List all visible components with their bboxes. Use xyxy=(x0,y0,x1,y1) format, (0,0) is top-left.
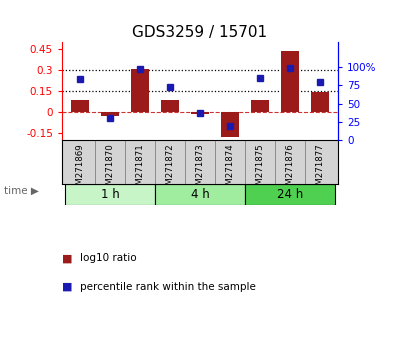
Text: ■: ■ xyxy=(62,253,72,263)
Text: GSM271876: GSM271876 xyxy=(286,144,294,196)
Text: percentile rank within the sample: percentile rank within the sample xyxy=(80,282,256,292)
Text: GSM271874: GSM271874 xyxy=(226,144,234,196)
Bar xyxy=(311,92,329,112)
Text: GSM271877: GSM271877 xyxy=(316,144,324,196)
Bar xyxy=(155,184,245,205)
Bar xyxy=(221,112,239,137)
Text: time ▶: time ▶ xyxy=(4,186,39,196)
Bar xyxy=(191,112,209,114)
Text: 1 h: 1 h xyxy=(101,188,119,201)
Text: GSM271873: GSM271873 xyxy=(196,144,204,196)
Bar xyxy=(281,51,299,112)
Text: GSM271870: GSM271870 xyxy=(106,144,114,196)
Bar xyxy=(71,100,89,112)
Text: GSM271872: GSM271872 xyxy=(166,144,174,196)
Text: 4 h: 4 h xyxy=(191,188,209,201)
Bar xyxy=(251,100,269,112)
Bar xyxy=(131,69,149,112)
Bar xyxy=(65,184,155,205)
Bar xyxy=(245,184,335,205)
Title: GDS3259 / 15701: GDS3259 / 15701 xyxy=(132,25,268,40)
Text: GSM271869: GSM271869 xyxy=(76,144,84,196)
Bar xyxy=(101,112,119,116)
Text: ■: ■ xyxy=(62,282,72,292)
Text: GSM271875: GSM271875 xyxy=(256,144,264,196)
Text: 24 h: 24 h xyxy=(277,188,303,201)
Text: log10 ratio: log10 ratio xyxy=(80,253,137,263)
Bar xyxy=(161,100,179,112)
Text: GSM271871: GSM271871 xyxy=(136,144,144,196)
